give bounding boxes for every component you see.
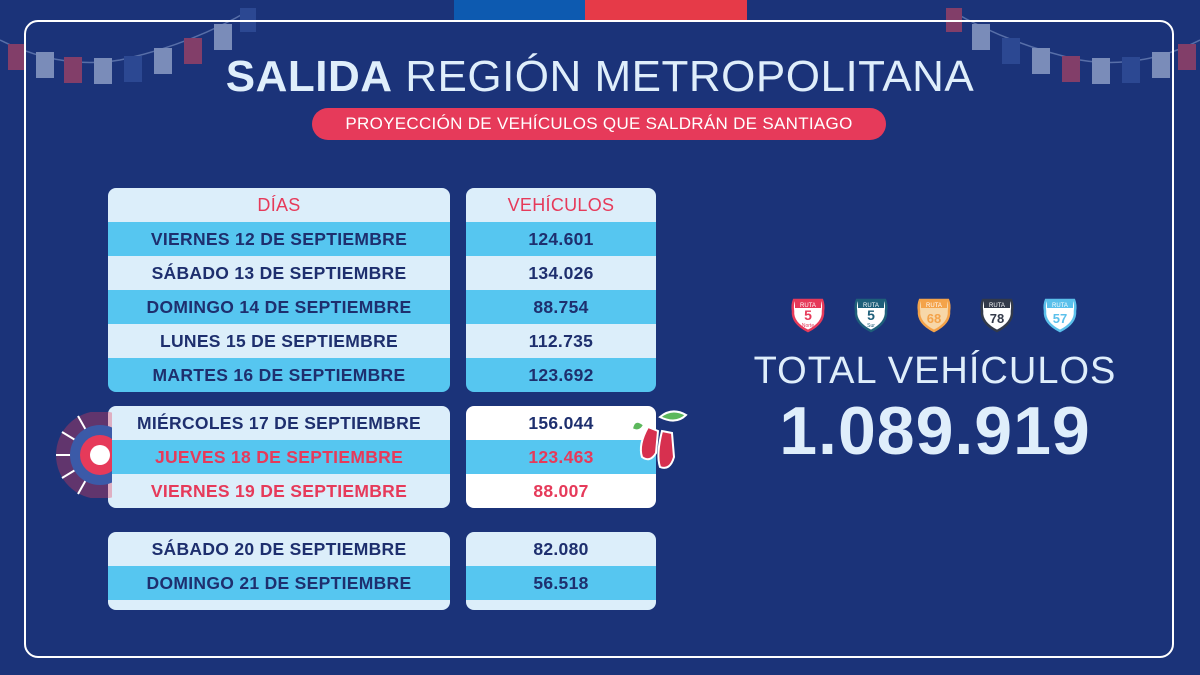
days-table-group-3: SÁBADO 20 DE SEPTIEMBRE DOMINGO 21 DE SE… — [108, 532, 450, 610]
day-cell: SÁBADO 13 DE SEPTIEMBRE — [108, 256, 450, 290]
day-cell: MARTES 16 DE SEPTIEMBRE — [108, 358, 450, 392]
day-cell: LUNES 15 DE SEPTIEMBRE — [108, 324, 450, 358]
vehicles-table-group-2: 156.044 123.463 88.007 — [466, 406, 656, 508]
title-rest: REGIÓN METROPOLITANA — [405, 52, 975, 101]
days-table-group-2: MIÉRCOLES 17 DE SEPTIEMBRE JUEVES 18 DE … — [108, 406, 450, 508]
route-shield-top-label: RUTA — [800, 303, 816, 309]
flag-stripe-blue — [454, 0, 585, 20]
subtitle-pill: PROYECCIÓN DE VEHÍCULOS QUE SALDRÁN DE S… — [312, 108, 886, 140]
route-shield-top-label: RUTA — [989, 303, 1005, 309]
total-value: 1.089.919 — [779, 393, 1091, 469]
day-cell-highlight: JUEVES 18 DE SEPTIEMBRE — [108, 440, 450, 474]
flag-stripe-red — [585, 0, 747, 20]
vehicles-cell: 123.692 — [466, 358, 656, 392]
copihue-flower-icon — [630, 410, 688, 469]
page-title: SALIDA REGIÓN METROPOLITANA — [0, 52, 1200, 102]
route-shield-sub-label: Sur — [867, 323, 875, 329]
title-bold: SALIDA — [225, 52, 393, 101]
days-table-group-1: DÍAS VIERNES 12 DE SEPTIEMBRE SÁBADO 13 … — [108, 188, 450, 392]
route-shield-top-label: RUTA — [863, 303, 879, 309]
route-shield-icon: RUTA 57 — [1043, 298, 1077, 333]
day-cell: VIERNES 12 DE SEPTIEMBRE — [108, 222, 450, 256]
route-shield-sub-label: Norte — [802, 323, 814, 329]
vehicles-cell: 112.735 — [466, 324, 656, 358]
day-cell: SÁBADO 20 DE SEPTIEMBRE — [108, 532, 450, 566]
route-shield-top-label: RUTA — [1052, 303, 1068, 309]
vehicles-cell-highlight: 123.463 — [466, 440, 656, 474]
day-cell-highlight: VIERNES 19 DE SEPTIEMBRE — [108, 474, 450, 508]
vehicles-cell: 134.026 — [466, 256, 656, 290]
days-header: DÍAS — [108, 188, 450, 222]
route-shield-number: 5 — [867, 307, 875, 323]
route-shield-number: 78 — [990, 311, 1004, 326]
day-cell: DOMINGO 21 DE SEPTIEMBRE — [108, 566, 450, 600]
route-shield-number: 57 — [1053, 311, 1067, 326]
route-shield-number: 68 — [927, 311, 941, 326]
route-shield-icon: RUTA 68 — [917, 298, 951, 333]
vehicles-cell: 88.754 — [466, 290, 656, 324]
vehicles-cell-highlight: 88.007 — [466, 474, 656, 508]
route-shield-number: 5 — [804, 307, 812, 323]
vehicles-table-group-1: VEHÍCULOS 124.601 134.026 88.754 112.735… — [466, 188, 656, 392]
vehicles-cell: 156.044 — [466, 406, 656, 440]
day-cell: DOMINGO 14 DE SEPTIEMBRE — [108, 290, 450, 324]
content-frame — [24, 20, 1174, 658]
vehicles-cell: 82.080 — [466, 532, 656, 566]
rosette-decoration-icon — [56, 412, 112, 498]
route-shield-top-label: RUTA — [926, 303, 942, 309]
bunting-right-decoration — [946, 8, 1200, 84]
vehicles-cell: 56.518 — [466, 566, 656, 600]
bunting-left-decoration — [0, 8, 256, 84]
vehicles-header: VEHÍCULOS — [466, 188, 656, 222]
total-label: TOTAL VEHÍCULOS — [753, 350, 1117, 392]
vehicles-cell: 124.601 — [466, 222, 656, 256]
day-cell: MIÉRCOLES 17 DE SEPTIEMBRE — [108, 406, 450, 440]
route-shield-icon: RUTA 78 — [980, 298, 1014, 333]
vehicles-table-group-3: 82.080 56.518 — [466, 532, 656, 610]
